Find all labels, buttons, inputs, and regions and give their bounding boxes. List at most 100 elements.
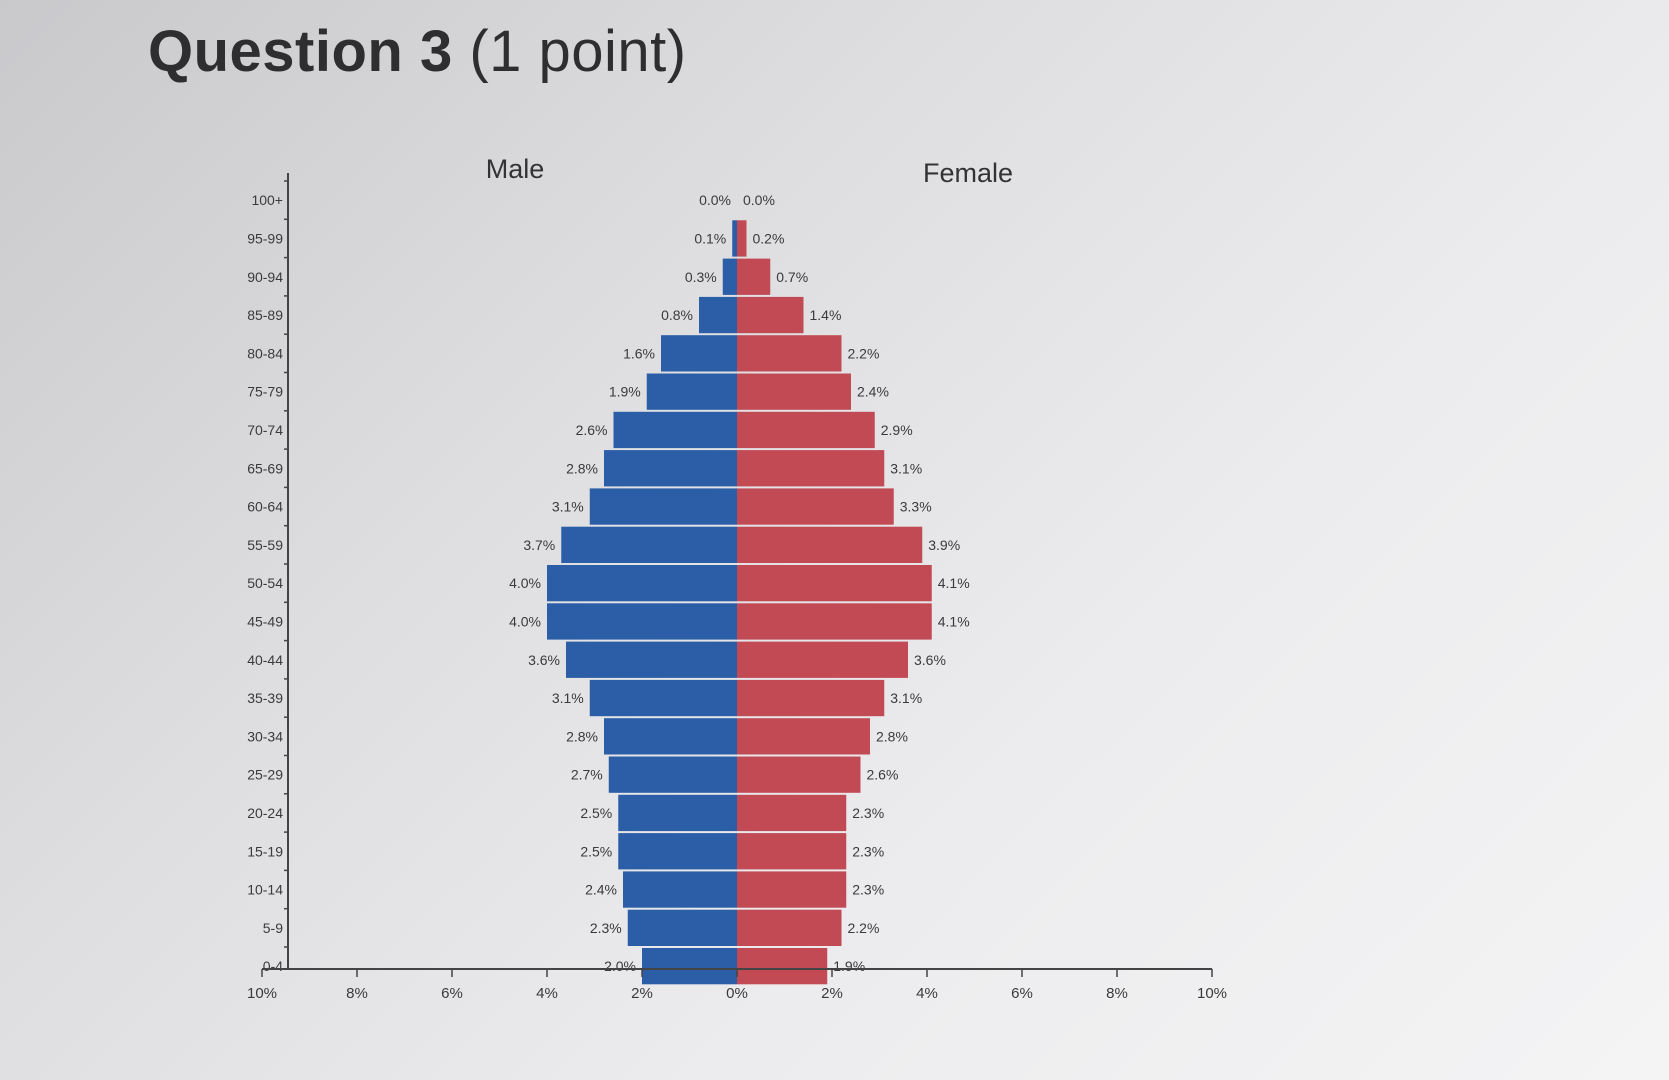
- female-header: Female: [923, 158, 1013, 188]
- male-value-label: 2.7%: [571, 767, 603, 783]
- male-bar-15-19: [618, 833, 737, 870]
- female-value-label: 1.9%: [833, 958, 865, 974]
- male-value-label: 0.8%: [661, 307, 693, 323]
- male-value-label: 2.8%: [566, 460, 598, 476]
- female-value-label: 3.1%: [890, 460, 922, 476]
- female-bar-5-9: [737, 909, 842, 946]
- male-value-label: 1.6%: [623, 345, 655, 361]
- female-bar-40-44: [737, 641, 908, 678]
- male-value-label: 0.0%: [699, 192, 731, 208]
- male-value-label: 2.0%: [604, 958, 636, 974]
- age-group-label: 55-59: [247, 537, 283, 553]
- age-group-label: 50-54: [247, 575, 283, 591]
- female-value-label: 2.3%: [852, 882, 884, 898]
- male-value-label: 2.5%: [580, 843, 612, 859]
- male-bar-65-69: [604, 450, 737, 487]
- male-value-label: 2.4%: [585, 882, 617, 898]
- female-bar-45-49: [737, 603, 932, 640]
- age-group-label: 30-34: [247, 728, 283, 744]
- male-bar-25-29: [608, 756, 737, 793]
- age-group-label: 65-69: [247, 460, 283, 476]
- question-number: Question 3: [148, 19, 453, 84]
- male-bar-90-94: [722, 258, 737, 295]
- female-bar-10-14: [737, 871, 847, 908]
- male-value-label: 2.5%: [580, 805, 612, 821]
- male-bar-85-89: [699, 296, 737, 334]
- male-value-label: 2.6%: [576, 422, 608, 438]
- female-value-label: 2.4%: [857, 384, 889, 400]
- age-group-label: 60-64: [247, 499, 283, 515]
- female-bar-55-59: [737, 526, 923, 563]
- male-value-label: 0.3%: [685, 269, 717, 285]
- female-bar-95-99: [737, 220, 747, 257]
- age-group-label: 15-19: [247, 843, 283, 859]
- percent-tick-label: 4%: [536, 985, 558, 1002]
- age-group-label: 75-79: [247, 384, 283, 400]
- male-value-label: 3.6%: [528, 652, 560, 668]
- female-value-label: 2.8%: [876, 728, 908, 744]
- female-bar-20-24: [737, 794, 847, 832]
- percent-tick-label: 8%: [346, 985, 368, 1002]
- percent-tick-label: 0%: [726, 985, 748, 1002]
- male-bar-5-9: [627, 909, 737, 946]
- male-value-label: 0.1%: [694, 230, 726, 246]
- male-bar-20-24: [618, 794, 737, 832]
- male-bar-10-14: [623, 871, 737, 908]
- age-group-label: 25-29: [247, 767, 283, 783]
- female-value-label: 3.6%: [914, 652, 946, 668]
- female-value-label: 2.2%: [848, 920, 880, 936]
- female-value-label: 1.4%: [810, 307, 842, 323]
- age-group-label: 80-84: [247, 345, 283, 361]
- male-bar-35-39: [589, 679, 737, 717]
- female-value-label: 4.1%: [938, 613, 970, 629]
- female-value-label: 3.3%: [900, 499, 932, 515]
- female-value-label: 0.7%: [776, 269, 808, 285]
- male-value-label: 2.8%: [566, 728, 598, 744]
- female-value-label: 2.6%: [867, 767, 899, 783]
- female-bar-50-54: [737, 565, 932, 602]
- female-value-label: 2.3%: [852, 843, 884, 859]
- percent-tick-label: 10%: [1197, 985, 1227, 1002]
- female-bar-25-29: [737, 756, 861, 793]
- male-value-label: 4.0%: [509, 613, 541, 629]
- male-value-label: 3.7%: [523, 537, 555, 553]
- male-bar-45-49: [547, 603, 737, 640]
- female-value-label: 0.2%: [753, 230, 785, 246]
- age-group-label: 100+: [251, 192, 283, 208]
- female-value-label: 2.9%: [881, 422, 913, 438]
- male-bar-75-79: [646, 373, 737, 410]
- female-bar-70-74: [737, 411, 875, 449]
- female-bar-30-34: [737, 718, 870, 755]
- female-bar-85-89: [737, 296, 804, 334]
- question-title: Question 3 (1 point): [148, 18, 687, 85]
- female-bar-75-79: [737, 373, 851, 410]
- female-value-label: 2.3%: [852, 805, 884, 821]
- female-bar-15-19: [737, 833, 847, 870]
- male-value-label: 2.3%: [590, 920, 622, 936]
- male-bar-50-54: [547, 565, 737, 602]
- percent-tick-label: 8%: [1106, 985, 1128, 1002]
- female-value-label: 0.0%: [743, 192, 775, 208]
- female-bar-65-69: [737, 450, 885, 487]
- age-group-label: 40-44: [247, 652, 283, 668]
- age-group-label: 5-9: [263, 920, 283, 936]
- percent-tick-label: 6%: [441, 985, 463, 1002]
- percent-tick-label: 2%: [631, 985, 653, 1002]
- age-group-label: 90-94: [247, 269, 283, 285]
- male-bar-80-84: [661, 335, 737, 372]
- male-bar-60-64: [589, 488, 737, 525]
- percent-tick-label: 10%: [247, 985, 277, 1002]
- male-value-label: 3.1%: [552, 499, 584, 515]
- age-group-label: 35-39: [247, 690, 283, 706]
- age-group-label: 70-74: [247, 422, 283, 438]
- age-group-label: 45-49: [247, 613, 283, 629]
- age-group-label: 0-4: [263, 958, 283, 974]
- male-value-label: 4.0%: [509, 575, 541, 591]
- female-value-label: 4.1%: [938, 575, 970, 591]
- female-bar-80-84: [737, 335, 842, 372]
- age-group-label: 85-89: [247, 307, 283, 323]
- female-bar-35-39: [737, 679, 885, 717]
- percent-tick-label: 6%: [1011, 985, 1033, 1002]
- male-bar-70-74: [613, 411, 737, 449]
